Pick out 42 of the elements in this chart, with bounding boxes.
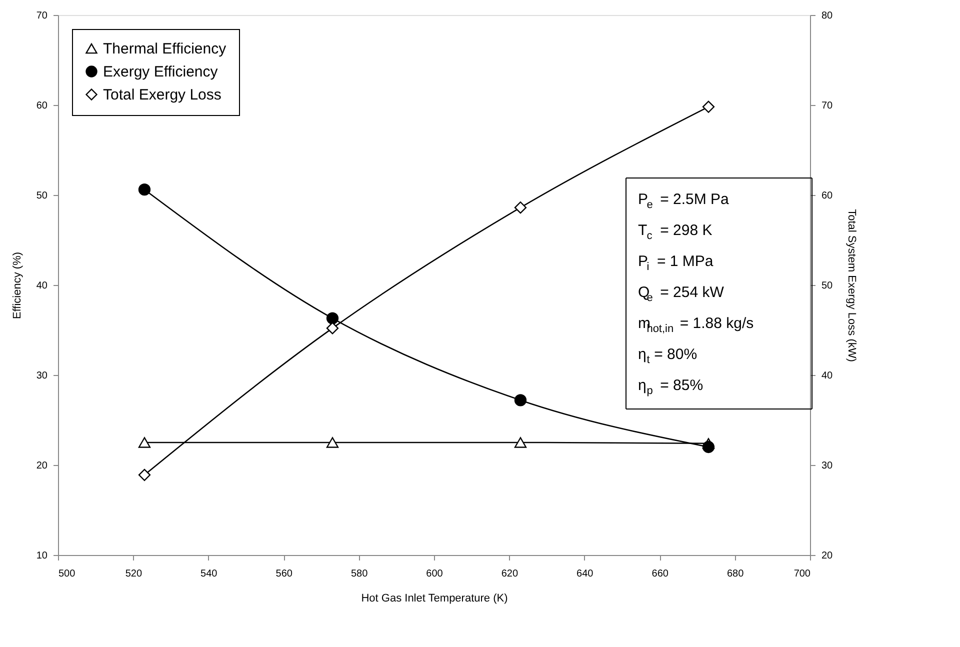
point [138,184,151,196]
point [326,437,339,448]
y2-tick-label: 50 [822,280,834,292]
x-tick-label: 680 [726,568,744,580]
x-tick-label: 500 [58,568,76,580]
x-tick-label: 580 [350,568,368,580]
point [138,437,151,448]
x-tick-label: 700 [794,568,811,580]
x-tick-label: 600 [426,568,444,580]
y2-tick-label: 60 [822,190,834,202]
point [514,394,527,406]
point [138,468,151,481]
legend-label: Exergy Efficiency [103,64,218,80]
x-axis-title: Hot Gas Inlet Temperature (K) [361,592,508,604]
x-tick-label: 560 [276,568,293,580]
y-tick-label: 20 [36,460,48,472]
x-tick-label: 640 [576,568,594,580]
y-axis-title: Efficiency (%) [11,252,24,320]
y-tick-label: 30 [36,370,48,382]
y-tick-label: 10 [36,550,48,562]
legend-label: Thermal Efficiency [103,40,227,58]
legend-label: Total Exergy Loss [103,86,222,104]
y-tick-label: 70 [36,10,48,22]
y-tick-label: 50 [36,190,48,202]
x-tick-label: 660 [652,568,669,580]
y2-tick-label: 40 [822,370,834,382]
y-tick-label: 60 [36,100,48,112]
y2-tick-label: 70 [822,100,834,112]
point [514,437,527,448]
y2-axis-title: Total System Exergy Loss (kW) [846,209,858,362]
x-tick-label: 520 [125,568,142,580]
y2-tick-label: 30 [822,460,834,472]
y2-tick-label: 20 [822,550,834,562]
point [702,100,715,113]
point [702,440,715,454]
y-tick-label: 40 [36,280,48,292]
y2-tick-label: 80 [822,10,834,22]
x-tick-label: 540 [200,568,218,580]
point [326,312,339,324]
point [514,202,527,214]
point [326,322,339,334]
x-tick-label: 620 [501,568,518,580]
